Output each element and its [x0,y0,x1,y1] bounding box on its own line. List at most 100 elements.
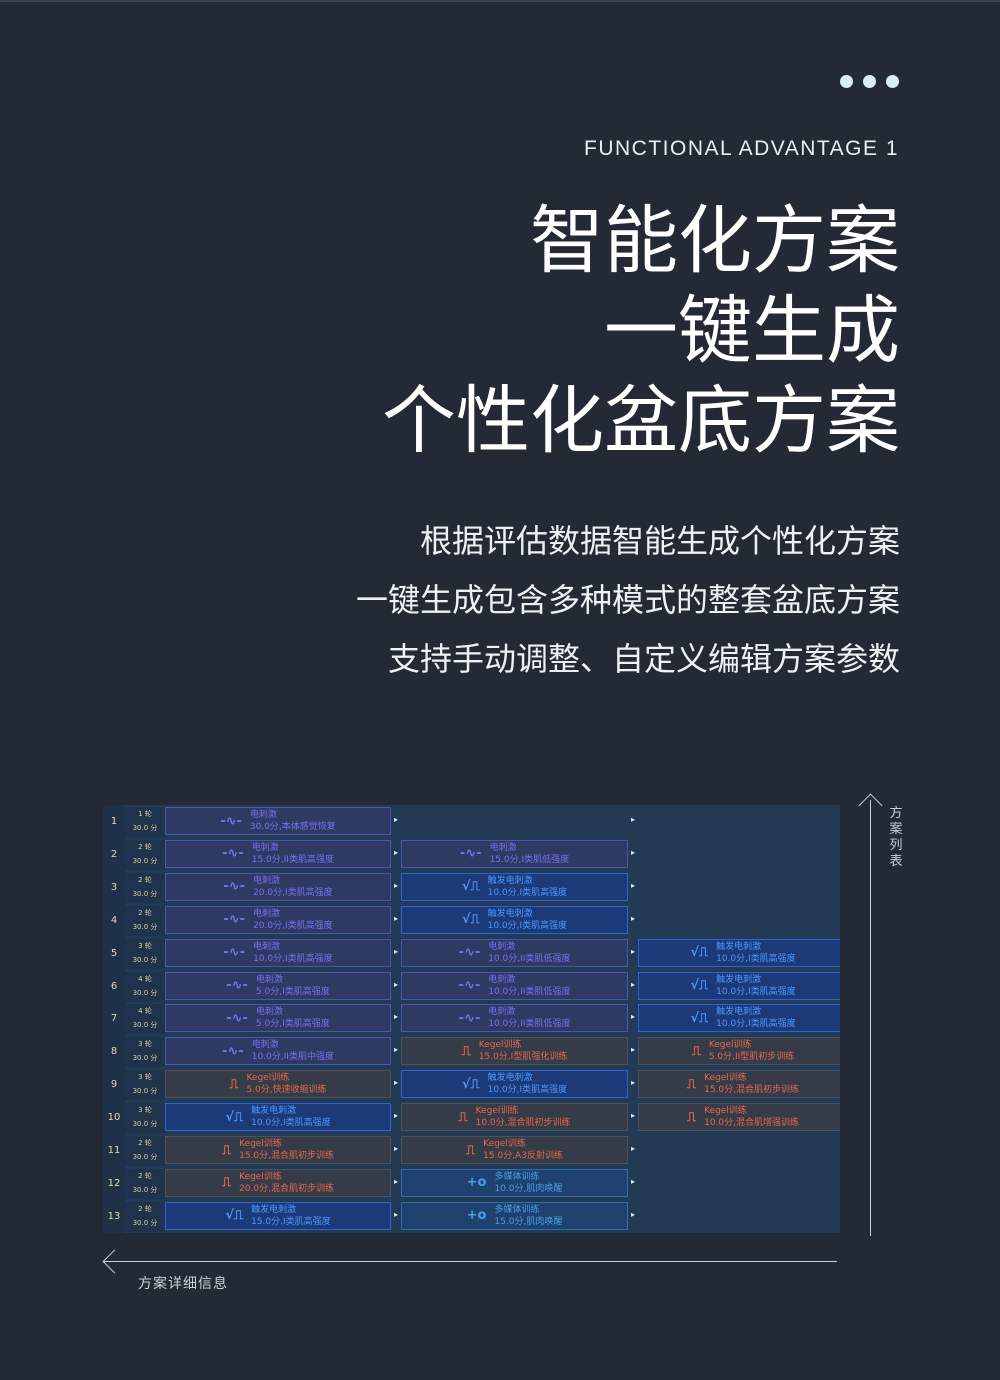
chevron-right-icon[interactable]: ▸ [394,1176,399,1186]
pulse-icon: ⎍ [686,1109,697,1125]
plan-step-trigger[interactable]: √⎍ 触发电刺激 10.0分,I类肌高强度 [165,1103,391,1132]
wave-icon: -∿- [222,846,244,862]
plan-step-trigger[interactable]: √⎍ 触发电刺激 15.0分,I类肌高强度 [165,1201,391,1230]
plan-step-trigger[interactable]: √⎍ 触发电刺激 10.0分,I类肌高强度 [638,1004,840,1033]
plan-step-trigger[interactable]: √⎍ 触发电刺激 10.0分,I类肌高强度 [638,971,840,1000]
total-time: 30.0 分 [132,1120,158,1129]
chevron-right-icon[interactable]: ▸ [394,979,399,989]
chevron-right-icon[interactable]: ▸ [394,847,399,857]
trigger-wave-icon: √⎍ [225,1208,244,1224]
table-row[interactable]: 12 2 轮 30.0 分 ▸ ▸ ⎍ Kegel训练 20.0分,混合肌初步训练 +o 多… [103,1166,840,1200]
table-row[interactable]: 3 2 轮 30.0 分 ▸ ▸ -∿- 电刺激 20.0分,I类肌高强度 √⎍ 触发电刺激… [103,870,840,904]
headline-line: 智能化方案 [530,198,900,284]
chevron-right-icon[interactable]: ▸ [394,913,399,923]
headline: 智能化方案 一键生成 个性化盆底方案 [382,196,900,466]
plan-step-estim[interactable]: -∿- 电刺激 10.0分,II类肌低强度 [401,971,628,1000]
chevron-right-icon[interactable]: ▸ [631,1209,636,1219]
plan-step-estim[interactable]: -∿- 电刺激 10.0分,II类肌低强度 [401,1004,628,1033]
plan-step-kegel[interactable]: ⎍ Kegel训练 5.0分,快速收缩训练 [165,1070,391,1099]
plan-step-trigger[interactable]: √⎍ 触发电刺激 10.0分,I类肌高强度 [401,905,628,934]
chevron-right-icon[interactable]: ▸ [394,1078,399,1088]
chevron-right-icon[interactable]: ▸ [631,880,636,890]
chevron-right-icon[interactable]: ▸ [631,1176,636,1186]
plan-step-kegel[interactable]: ⎍ Kegel训练 10.0分,混合肌初步训练 [401,1103,628,1132]
step-detail: 10.0分,I类肌高强度 [716,953,796,964]
chevron-right-icon[interactable]: ▸ [631,1144,636,1153]
trigger-wave-icon: √⎍ [690,1010,709,1026]
table-row[interactable]: 1 1 轮 30.0 分 ▸ ▸ -∿- 电刺激 30.0分,本体感觉恢复 [103,805,840,838]
table-row[interactable]: 4 2 轮 30.0 分 ▸ ▸ -∿- 电刺激 20.0分,I类肌高强度 √⎍ 触发电刺激… [103,903,840,937]
chevron-right-icon[interactable]: ▸ [631,946,636,956]
step-detail: 10.0分,II类肌低强度 [488,953,571,964]
step-name: 电刺激 [253,941,281,952]
wave-icon: -∿- [223,945,246,961]
step-text: 电刺激 10.0分,II类肌低强度 [488,1006,570,1030]
plan-step-media[interactable]: +o 多媒体训练 10.0分,肌肉唤醒 [401,1168,628,1197]
table-row[interactable]: 11 2 轮 30.0 分 ▸ ▸ ⎍ Kegel训练 15.0分,混合肌初步训练 ⎍ Ke… [103,1134,840,1167]
step-detail: 10.0分,II类肌中强度 [251,1052,334,1063]
plan-step-trigger[interactable]: √⎍ 触发电刺激 10.0分,I类肌高强度 [638,938,840,967]
plan-step-estim[interactable]: -∿- 电刺激 15.0分,I类肌低强度 [401,839,628,868]
chevron-right-icon[interactable]: ▸ [631,913,636,923]
plan-step-kegel[interactable]: ⎍ Kegel训练 20.0分,混合肌初步训练 [165,1168,391,1197]
plan-step-media[interactable]: +o 多媒体训练 15.0分,肌肉唤醒 [401,1201,628,1230]
chevron-right-icon[interactable]: ▸ [631,979,636,989]
plan-step-kegel[interactable]: ⎍ Kegel训练 15.0分,混合肌初步训练 [638,1070,840,1099]
plan-step-estim[interactable]: -∿- 电刺激 15.0分,II类肌高强度 [165,839,391,868]
eyebrow: FUNCTIONAL ADVANTAGE 1 [584,137,899,160]
row-number: 9 [103,1068,125,1102]
chevron-right-icon[interactable]: ▸ [394,1111,399,1121]
plan-step-estim[interactable]: -∿- 电刺激 10.0分,I类肌高强度 [165,938,391,967]
chevron-right-icon[interactable]: ▸ [394,1144,399,1153]
plan-step-kegel[interactable]: ⎍ Kegel训练 5.0分,II型肌初步训练 [638,1037,840,1066]
rounds-count: 2 轮 [138,1204,152,1213]
step-text: 触发电刺激 10.0分,I类肌高强度 [716,974,796,998]
chevron-right-icon[interactable]: ▸ [394,815,399,824]
chevron-right-icon[interactable]: ▸ [631,1045,636,1055]
rounds-count: 2 轮 [138,1139,152,1147]
table-row[interactable]: 2 2 轮 30.0 分 ▸ ▸ -∿- 电刺激 15.0分,II类肌高强度 -∿- 电刺激… [103,837,840,871]
chevron-right-icon[interactable]: ▸ [394,946,399,956]
chevron-right-icon[interactable]: ▸ [631,1078,636,1088]
trigger-wave-icon: √⎍ [461,912,480,928]
step-text: 电刺激 10.0分,II类肌低强度 [488,941,570,965]
step-name: 触发电刺激 [716,941,762,952]
chevron-right-icon[interactable]: ▸ [394,1012,399,1022]
plan-step-estim[interactable]: -∿- 电刺激 10.0分,II类肌中强度 [165,1037,391,1066]
plus-circle-icon: +o [466,1208,487,1224]
plan-step-estim[interactable]: -∿- 电刺激 30.0分,本体感觉恢复 [165,807,391,835]
step-detail: 10.0分,I类肌高强度 [716,1019,796,1030]
plan-step-trigger[interactable]: √⎍ 触发电刺激 10.0分,I类肌高强度 [401,872,628,901]
plan-step-kegel[interactable]: ⎍ Kegel训练 15.0分,I型肌强化训练 [401,1037,628,1066]
plan-step-estim[interactable]: -∿- 电刺激 5.0分,I类肌高强度 [165,971,391,1000]
plan-step-estim[interactable]: -∿- 电刺激 20.0分,I类肌高强度 [165,872,391,901]
chevron-right-icon[interactable]: ▸ [394,880,399,890]
chevron-right-icon[interactable]: ▸ [631,1111,636,1121]
plan-step-kegel[interactable]: ⎍ Kegel训练 10.0分,混合肌增强训练 [638,1103,840,1132]
description: 根据评估数据智能生成个性化方案 一键生成包含多种模式的整套盆底方案 支持手动调整… [356,512,900,689]
plan-step-estim[interactable]: -∿- 电刺激 20.0分,I类肌高强度 [165,905,391,934]
chevron-right-icon[interactable]: ▸ [631,815,636,824]
plan-step-trigger[interactable]: √⎍ 触发电刺激 10.0分,I类肌高强度 [401,1070,628,1099]
chevron-right-icon[interactable]: ▸ [394,1045,399,1055]
plan-step-estim[interactable]: -∿- 电刺激 10.0分,II类肌低强度 [401,938,628,967]
step-text: Kegel训练 20.0分,混合肌初步训练 [239,1171,334,1195]
chevron-right-icon[interactable]: ▸ [631,1012,636,1022]
plan-detail-label: 方案详细信息 [138,1276,228,1292]
plan-step-estim[interactable]: -∿- 电刺激 5.0分,I类肌高强度 [165,1004,391,1033]
step-name: 电刺激 [249,810,277,820]
rounds-count: 3 轮 [138,1040,152,1049]
pulse-icon: ⎍ [466,1142,476,1158]
chevron-right-icon[interactable]: ▸ [631,847,636,857]
rounds-count: 3 轮 [138,1073,152,1082]
table-row[interactable]: 13 2 轮 30.0 分 ▸ ▸ √⎍ 触发电刺激 15.0分,I类肌高强度 +o 多媒体… [103,1199,840,1233]
chevron-right-icon[interactable]: ▸ [394,1209,399,1219]
plan-step-kegel[interactable]: ⎍ Kegel训练 15.0分,A3反射训练 [401,1136,628,1164]
plan-step-kegel[interactable]: ⎍ Kegel训练 15.0分,混合肌初步训练 [165,1136,391,1164]
